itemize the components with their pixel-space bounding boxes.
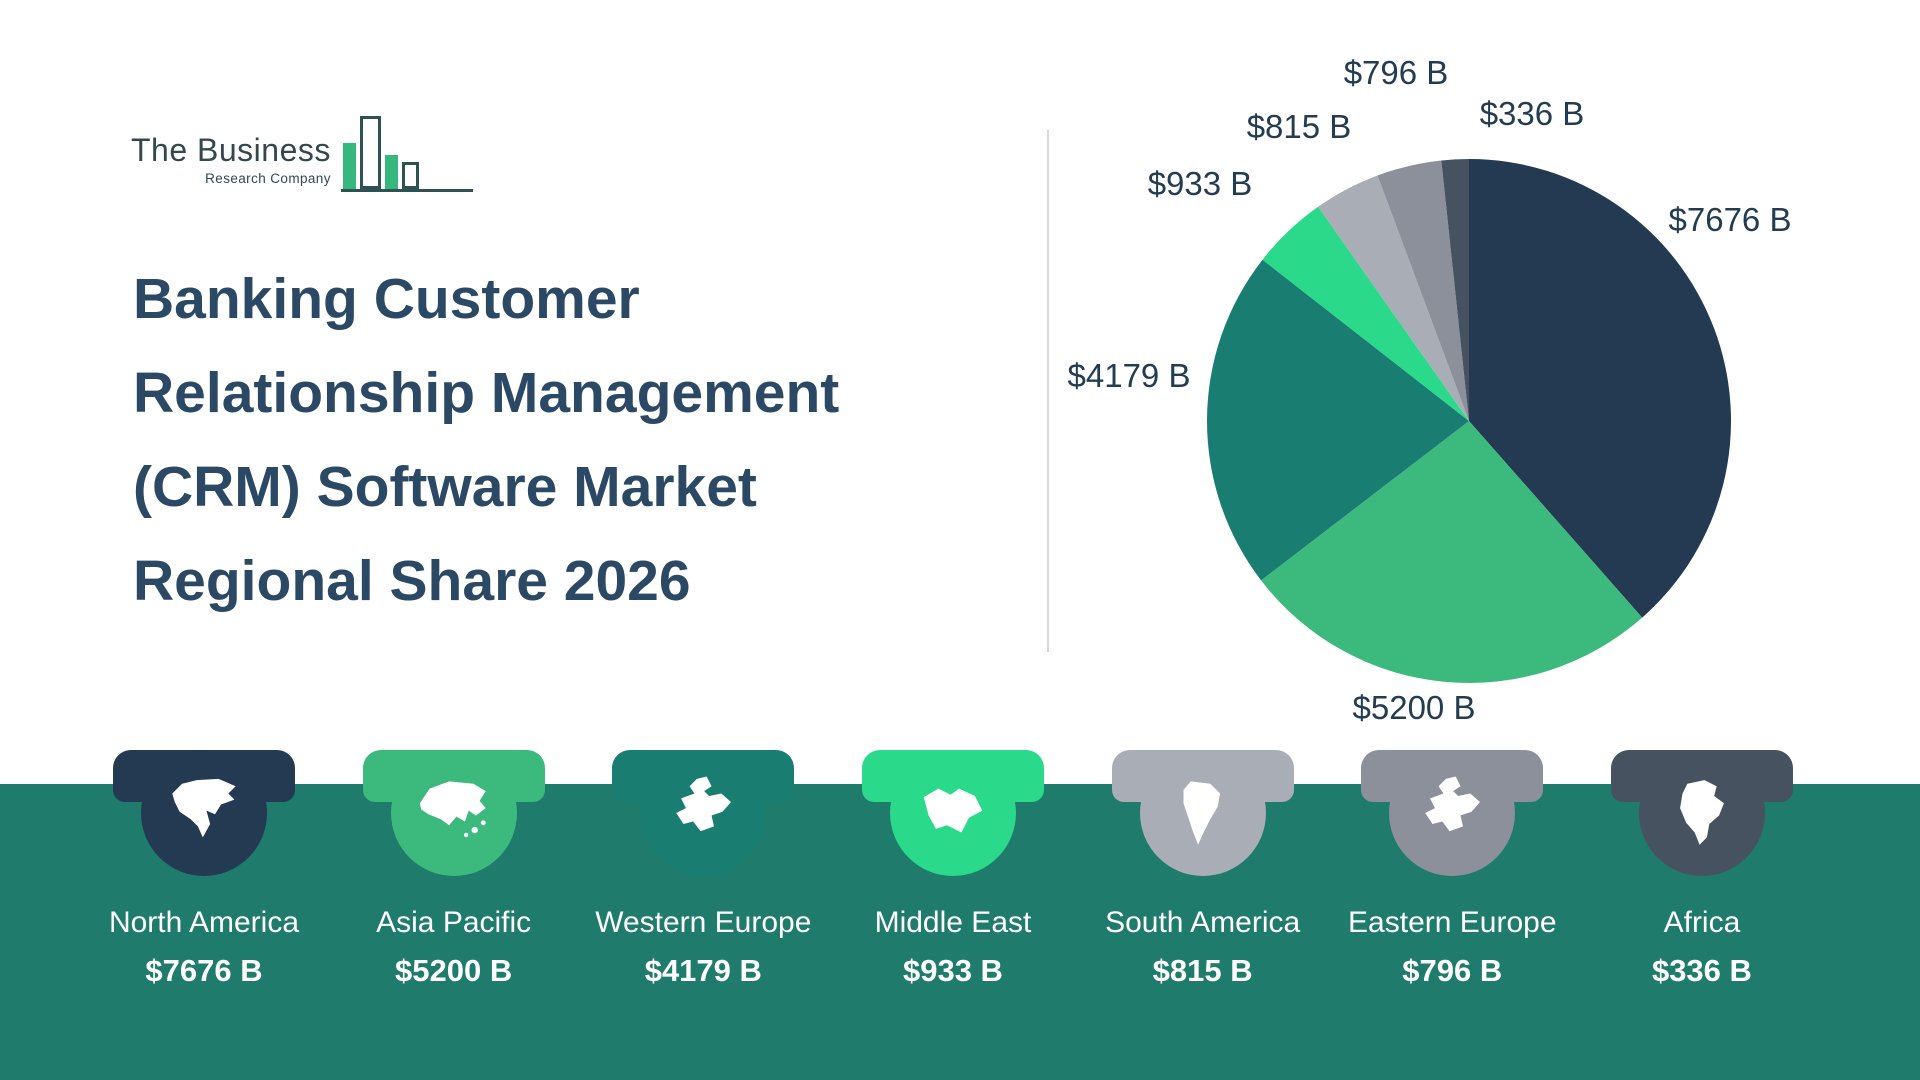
badge-circle	[1139, 750, 1266, 876]
region-badge	[1610, 750, 1793, 876]
region-name: Africa	[1663, 906, 1741, 939]
pie-slice-africa	[1441, 159, 1469, 421]
pie-label-asia-pacific: $5200 B	[1352, 689, 1476, 726]
title-line-1: Banking Customer	[133, 267, 640, 331]
region-badge	[861, 750, 1044, 876]
pie-slice-western-europe	[1207, 259, 1469, 581]
pie-chart	[1207, 159, 1732, 684]
region-badge	[1361, 750, 1544, 876]
asia-pacific-icon	[419, 781, 486, 838]
region-name: North America	[108, 906, 300, 939]
title-line-2: Relationship Management	[133, 361, 840, 425]
south-america-icon	[1183, 781, 1220, 845]
vertical-divider	[1047, 130, 1049, 652]
europe-icon	[1425, 776, 1481, 832]
region-value: $336 B	[1651, 953, 1752, 988]
region-item-south-america: South America $815 B	[1087, 750, 1319, 989]
badge-circle	[640, 750, 767, 876]
region-value: $5200 B	[395, 953, 513, 988]
pie-slice-south-america	[1318, 175, 1469, 421]
middle-east-icon	[923, 788, 983, 833]
region-name: Middle East	[874, 906, 1032, 939]
logo-text: The Business Research Company	[131, 132, 331, 192]
region-name: Western Europe	[595, 906, 812, 939]
page-title: Banking Customer Relationship Management…	[133, 252, 839, 628]
region-value: $4179 B	[644, 953, 762, 988]
pie-slice-eastern-europe	[1377, 160, 1469, 421]
pie-slice-middle-east	[1262, 206, 1469, 421]
pie-label-north-america: $7676 B	[1668, 201, 1792, 238]
region-value: $7676 B	[145, 953, 263, 988]
badge-circle	[889, 750, 1016, 876]
logo-subtitle: Research Company	[205, 171, 331, 186]
region-name: Eastern Europe	[1348, 906, 1557, 939]
north-america-icon	[172, 778, 236, 838]
region-item-asia-pacific: Asia Pacific $5200 B	[338, 750, 570, 989]
pie-label-eastern-europe: $796 B	[1343, 54, 1449, 91]
africa-icon	[1680, 780, 1724, 845]
pie-slice-asia-pacific	[1261, 421, 1643, 684]
logo-bar-green-2	[384, 155, 398, 189]
logo-name: The Business	[131, 132, 331, 168]
badge-circle	[1638, 750, 1765, 876]
region-value: $815 B	[1152, 953, 1253, 988]
logo-bar-outline-2	[401, 162, 419, 189]
region-badge	[362, 750, 545, 876]
europe-icon	[676, 776, 732, 832]
pie-label-western-europe: $4179 B	[1067, 357, 1191, 394]
pie-label-middle-east: $933 B	[1147, 165, 1253, 202]
badge-circle	[1389, 750, 1516, 876]
region-name: South America	[1105, 906, 1301, 939]
region-badge	[1111, 750, 1294, 876]
logo-bar-green-1	[342, 143, 356, 189]
region-name: Asia Pacific	[376, 906, 532, 939]
badge-circle	[141, 750, 267, 876]
region-item-africa: Africa $336 B	[1586, 750, 1818, 989]
logo-bar-outline-1	[359, 116, 381, 189]
region-value: $796 B	[1402, 953, 1503, 988]
region-legend: North America $7676 B Asia Pacific $5200…	[88, 750, 1818, 989]
region-badge	[113, 750, 295, 876]
region-item-western-europe: Western Europe $4179 B	[587, 750, 819, 989]
region-badge	[612, 750, 795, 876]
pie-label-south-america: $815 B	[1246, 108, 1352, 145]
pie-chart-area	[1189, 141, 1749, 701]
region-item-eastern-europe: Eastern Europe $796 B	[1336, 750, 1568, 989]
region-value: $933 B	[902, 953, 1003, 988]
badge-circle	[390, 750, 517, 876]
logo-baseline	[340, 189, 473, 192]
pie-label-africa: $336 B	[1479, 95, 1585, 132]
title-line-3: (CRM) Software Market	[133, 455, 757, 519]
title-line-4: Regional Share 2026	[133, 549, 691, 613]
logo: The Business Research Company	[131, 112, 473, 192]
pie-slice-north-america	[1469, 159, 1732, 618]
region-item-north-america: North America $7676 B	[88, 750, 320, 989]
logo-bar-chart-icon	[340, 112, 473, 192]
region-item-middle-east: Middle East $933 B	[837, 750, 1069, 989]
